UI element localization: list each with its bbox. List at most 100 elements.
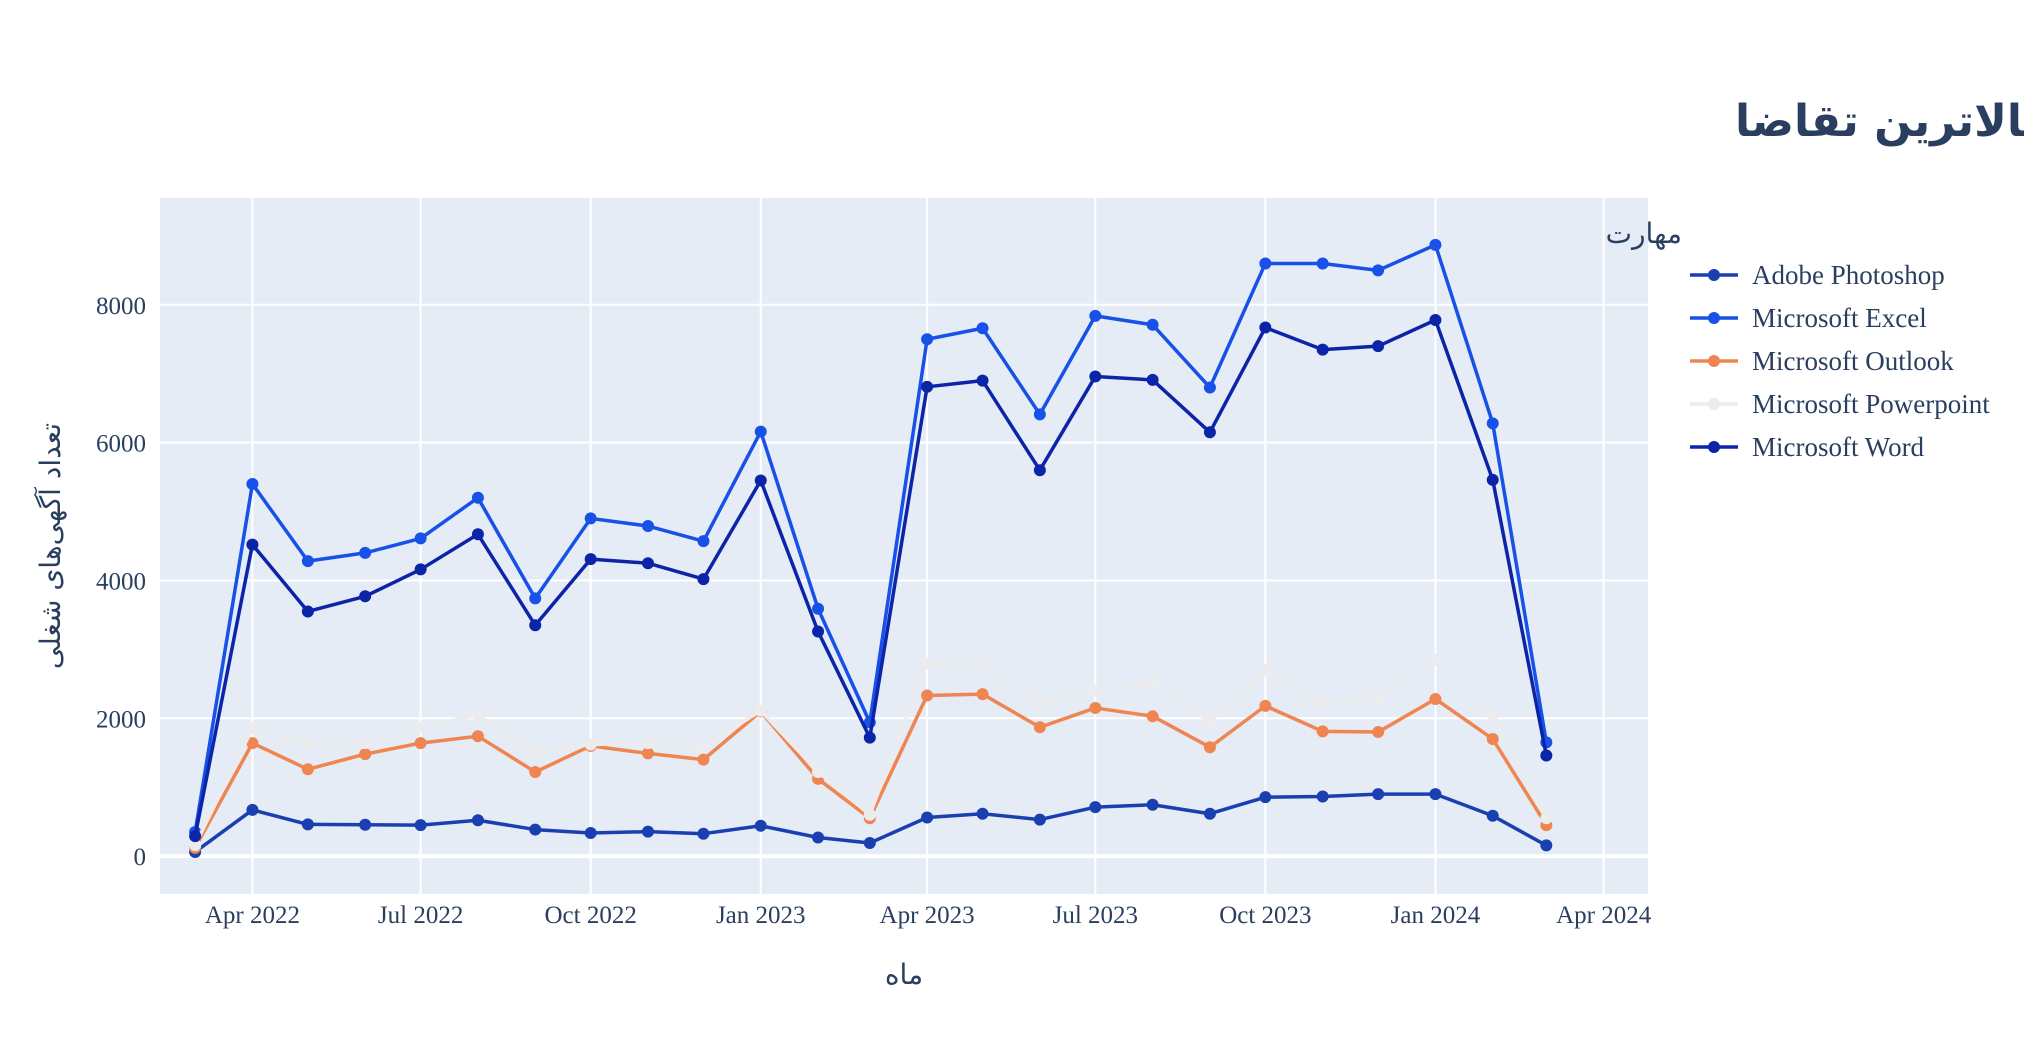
data-point <box>301 605 314 618</box>
legend-item[interactable]: Microsoft Outlook <box>1690 346 1954 376</box>
data-point <box>1259 791 1272 804</box>
legend-item[interactable]: Microsoft Word <box>1690 432 1925 462</box>
data-point <box>246 737 259 750</box>
data-point <box>641 737 654 750</box>
data-point <box>1033 698 1046 711</box>
data-point <box>301 555 314 568</box>
data-point <box>1372 691 1385 704</box>
legend-marker <box>1708 398 1720 410</box>
data-point <box>1203 381 1216 394</box>
data-point <box>414 721 427 734</box>
y-axis-title: تعداد آگهی‌های شغلی <box>34 423 67 669</box>
data-point <box>1540 749 1553 762</box>
data-point <box>812 602 825 615</box>
data-point <box>1429 692 1442 705</box>
legend-item[interactable]: Microsoft Excel <box>1690 303 1927 333</box>
x-tick-label: Oct 2023 <box>1219 902 1311 929</box>
data-point <box>976 657 989 670</box>
series-group <box>189 238 1553 858</box>
data-point <box>1146 798 1159 811</box>
legend-item[interactable]: Adobe Photoshop <box>1690 260 1945 290</box>
data-point <box>1146 710 1159 723</box>
data-point <box>529 592 542 605</box>
data-point <box>529 619 542 632</box>
data-point <box>246 477 259 490</box>
data-point <box>1486 732 1499 745</box>
data-point <box>1203 807 1216 820</box>
data-point <box>1486 473 1499 486</box>
series-microsoft-word <box>189 313 1553 843</box>
data-point <box>1033 464 1046 477</box>
x-tick-label: Apr 2023 <box>880 902 975 929</box>
data-point <box>1089 370 1102 383</box>
y-tick-label: 8000 <box>96 293 146 320</box>
legend-label: Microsoft Outlook <box>1752 346 1954 376</box>
data-point <box>1089 801 1102 814</box>
data-point <box>1033 813 1046 826</box>
data-point <box>1372 264 1385 277</box>
data-point <box>1089 684 1102 697</box>
data-point <box>584 553 597 566</box>
data-point <box>301 737 314 750</box>
data-point <box>301 763 314 776</box>
data-point <box>1146 677 1159 690</box>
data-point <box>1486 809 1499 822</box>
legend-item[interactable]: Microsoft Powerpoint <box>1690 389 1990 419</box>
data-point <box>584 827 597 840</box>
data-point <box>471 708 484 721</box>
data-point <box>976 688 989 701</box>
data-point <box>1033 721 1046 734</box>
data-point <box>1429 238 1442 251</box>
data-point <box>359 737 372 750</box>
y-tick-label: 6000 <box>96 431 146 458</box>
data-point <box>697 827 710 840</box>
data-point <box>863 808 876 821</box>
chart-title: پنج مهارت با بالاترین تقاضا <box>1735 96 2024 147</box>
data-point <box>471 814 484 827</box>
data-point <box>1089 701 1102 714</box>
data-point <box>529 766 542 779</box>
data-point <box>1316 343 1329 356</box>
data-point <box>863 837 876 850</box>
data-point <box>641 557 654 570</box>
data-point <box>1429 313 1442 326</box>
data-point <box>529 823 542 836</box>
data-point <box>697 535 710 548</box>
series-microsoft-powerpoint <box>189 653 1553 852</box>
data-point <box>414 532 427 545</box>
data-point <box>754 474 767 487</box>
data-point <box>1486 417 1499 430</box>
legend: مهارت Adobe Photoshop Microsoft Excel Micr… <box>1606 217 1991 462</box>
data-point <box>754 425 767 438</box>
data-point <box>1540 812 1553 825</box>
legend-label: Microsoft Excel <box>1752 303 1927 333</box>
x-axis-title: ماه <box>885 958 923 991</box>
data-point <box>1372 788 1385 801</box>
data-point <box>1316 725 1329 738</box>
data-point <box>641 747 654 760</box>
data-point <box>1259 699 1272 712</box>
data-point <box>921 657 934 670</box>
data-point <box>189 830 202 843</box>
data-point <box>1316 790 1329 803</box>
y-axis: 0 2000 4000 6000 8000 <box>96 293 146 871</box>
data-point <box>1486 708 1499 721</box>
data-point <box>1372 726 1385 739</box>
data-point <box>1372 340 1385 353</box>
data-point <box>1203 715 1216 728</box>
x-axis: Apr 2022 Jul 2022 Oct 2022 Jan 2023 Apr 2023… <box>205 902 1652 929</box>
x-tick-label: Jan 2023 <box>716 902 806 929</box>
data-point <box>414 563 427 576</box>
legend-marker <box>1708 441 1720 453</box>
legend-marker <box>1708 355 1720 367</box>
data-point <box>697 753 710 766</box>
y-tick-label: 4000 <box>96 568 146 595</box>
plot-area <box>160 198 1648 894</box>
data-point <box>812 625 825 638</box>
data-point <box>359 590 372 603</box>
data-point <box>471 730 484 743</box>
data-point <box>1259 321 1272 334</box>
data-point <box>921 689 934 702</box>
data-point <box>697 573 710 586</box>
